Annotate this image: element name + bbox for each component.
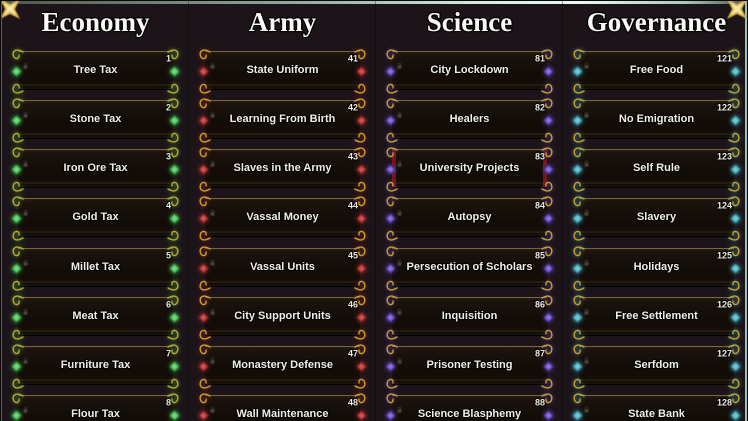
svg-text:Persecution of Scholars: Persecution of Scholars: [407, 261, 533, 273]
svg-text:Meat Tax: Meat Tax: [72, 310, 119, 322]
svg-text:Free Settlement: Free Settlement: [615, 310, 698, 322]
svg-text:Flour Tax: Flour Tax: [71, 408, 121, 420]
svg-text:Holidays: Holidays: [634, 261, 680, 273]
svg-text:Gold Tax: Gold Tax: [72, 211, 119, 223]
svg-text:No Emigration: No Emigration: [619, 113, 694, 125]
svg-text:Army: Army: [249, 7, 317, 37]
svg-text:Autopsy: Autopsy: [448, 211, 493, 223]
svg-text:State Uniform: State Uniform: [246, 64, 318, 76]
svg-text:Vassal Units: Vassal Units: [250, 261, 315, 273]
svg-text:Furniture Tax: Furniture Tax: [61, 359, 131, 371]
svg-text:Healers: Healers: [450, 113, 490, 125]
svg-text:Economy: Economy: [42, 7, 151, 37]
svg-text:City Support Units: City Support Units: [234, 310, 331, 322]
svg-text:Monastery Defense: Monastery Defense: [232, 359, 333, 371]
svg-text:City Lockdown: City Lockdown: [430, 64, 509, 76]
svg-text:Science: Science: [427, 7, 512, 37]
svg-text:State Bank: State Bank: [628, 408, 686, 420]
svg-text:Millet Tax: Millet Tax: [71, 261, 121, 273]
svg-text:Inquisition: Inquisition: [442, 310, 498, 322]
svg-text:Iron Ore Tax: Iron Ore Tax: [64, 162, 129, 174]
svg-text:Slavery: Slavery: [637, 211, 677, 223]
svg-text:Tree Tax: Tree Tax: [74, 64, 119, 76]
svg-text:Slaves in the Army: Slaves in the Army: [233, 162, 332, 174]
svg-text:Free Food: Free Food: [630, 64, 683, 76]
svg-text:Self Rule: Self Rule: [633, 162, 680, 174]
svg-text:Science Blasphemy: Science Blasphemy: [418, 408, 522, 420]
svg-text:Vassal Money: Vassal Money: [246, 211, 319, 223]
svg-text:Prisoner Testing: Prisoner Testing: [427, 359, 513, 371]
svg-text:Wall Maintenance: Wall Maintenance: [237, 408, 329, 420]
svg-text:Governance: Governance: [587, 7, 726, 37]
svg-text:University Projects: University Projects: [420, 162, 520, 174]
svg-text:Learning From Birth: Learning From Birth: [230, 113, 336, 125]
svg-text:Serfdom: Serfdom: [634, 359, 679, 371]
svg-text:Stone Tax: Stone Tax: [70, 113, 123, 125]
